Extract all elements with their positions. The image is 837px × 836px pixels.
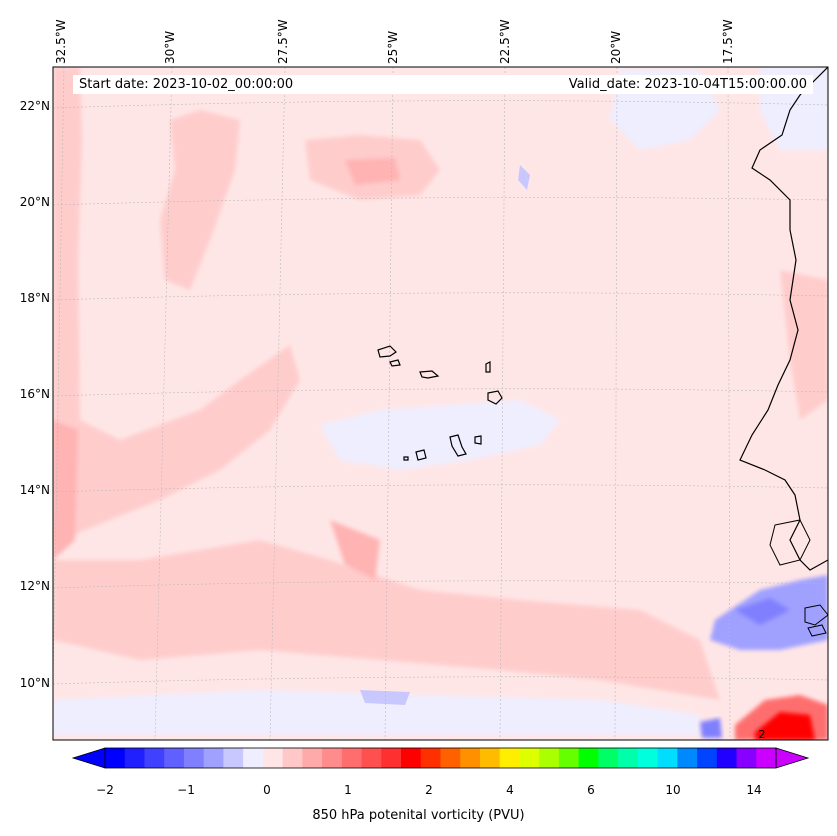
colorbar-cell [539, 748, 560, 768]
colorbar-cell [519, 748, 540, 768]
lat-label-18n: 18°N [19, 291, 50, 305]
island-sao-vicente [389, 359, 401, 367]
lat-label-20n: 20°N [19, 195, 50, 209]
colorbar-cell [716, 748, 738, 768]
island-maio [474, 435, 482, 445]
colorbar-cell [105, 748, 126, 768]
field-patch-blue-se-strong [735, 598, 790, 625]
colorbar-cell [618, 748, 639, 768]
field-patch-blue-small [518, 165, 530, 190]
lon-label-17-5w: 17.5°W [721, 19, 735, 64]
plot-frame [52, 66, 829, 741]
colorbar-cell [322, 748, 343, 768]
coastline-gambia-region [769, 519, 811, 566]
colorbar-cell [657, 748, 678, 768]
colorbar-cell [124, 748, 145, 768]
lon-label-22-5w: 22.5°W [498, 19, 512, 64]
colorbar-cell [460, 748, 481, 768]
island-sao-nicolau [419, 370, 440, 379]
colorbar-extend-low [71, 747, 106, 769]
colorbar-cell [381, 748, 402, 768]
start-date-label: Start date: 2023-10-02_00:00:00 [73, 75, 813, 94]
field-patch-west [53, 67, 300, 540]
pv-field: 2 [53, 67, 828, 741]
colorbar-cell [164, 748, 185, 768]
lat-label-14n: 14°N [19, 483, 50, 497]
colorbar-cell [756, 748, 777, 768]
colorbar-cell [440, 748, 461, 768]
colorbar-cell [598, 748, 619, 768]
colorbar-cell [262, 748, 284, 768]
colorbar-tick: 0 [263, 783, 271, 797]
colorbar-cell [677, 748, 698, 768]
lat-label-22n: 22°N [19, 99, 50, 113]
lat-label-10n: 10°N [19, 676, 50, 690]
colorbar-cell [203, 748, 224, 768]
island-santo-antao [377, 345, 397, 358]
colorbar-tick: −2 [96, 783, 114, 797]
colorbar-title: 850 hPa potenital vorticity (PVU) [312, 808, 525, 823]
colorbar-extend-high [775, 747, 810, 769]
colorbar-cell [736, 748, 757, 768]
islands [377, 345, 503, 461]
colorbar-cell [420, 748, 441, 768]
colorbar-cell [637, 748, 659, 768]
colorbar-tick: −1 [177, 783, 195, 797]
coastline-guinea [804, 604, 828, 626]
island-brava [403, 456, 409, 461]
field-patch-blue-south [53, 690, 700, 735]
field-patch-north-strong [345, 158, 400, 185]
island-santiago [449, 434, 467, 457]
graticule [53, 67, 828, 740]
colorbar-cell [499, 748, 520, 768]
field-patch-northwest [160, 110, 240, 290]
colorbar-cell [578, 748, 599, 768]
lon-label-20w: 20°W [609, 30, 623, 64]
colorbar-cell [144, 748, 165, 768]
island-fogo [415, 449, 427, 461]
island-boa-vista [487, 390, 503, 405]
lon-label-32-5w: 32.5°W [54, 19, 68, 64]
field-patch-blue-central [320, 400, 560, 470]
colorbar [71, 747, 810, 769]
field-patch-blue-south-strong [360, 690, 410, 705]
colorbar-cell [697, 748, 718, 768]
colorbar-cell [243, 748, 264, 768]
colorbar-cell [361, 748, 382, 768]
colorbar-frame [104, 747, 777, 769]
colorbar-tick: 1 [344, 783, 352, 797]
field-patch-blue-sw-corner [700, 718, 722, 738]
lat-label-16n: 16°N [19, 387, 50, 401]
colorbar-cell [223, 748, 244, 768]
colorbar-tick: 4 [506, 783, 514, 797]
colorbar-cell [401, 748, 422, 768]
colorbar-tick: 6 [587, 783, 595, 797]
lat-label-12n: 12°N [19, 579, 50, 593]
lon-label-25w: 25°W [386, 30, 400, 64]
colorbar-cell [558, 748, 580, 768]
colorbar-cell [183, 748, 205, 768]
colorbar-tick: 14 [746, 783, 762, 797]
field-patch-west-strong [53, 420, 78, 560]
field-patch-red-se-strong [755, 712, 815, 740]
island-sal [485, 361, 491, 373]
colorbar-cell [479, 748, 501, 768]
colorbar-cell [341, 748, 363, 768]
colorbar-tick: 10 [665, 783, 681, 797]
lon-label-30w: 30°W [163, 30, 177, 64]
coastline-bissagos [807, 624, 827, 637]
valid-date-label: Valid_date: 2023-10-04T15:00:00.00 [568, 77, 807, 92]
contour-label: 2 [759, 728, 766, 741]
lon-label-27-5w: 27.5°W [276, 19, 290, 64]
colorbar-cell [282, 748, 303, 768]
colorbar-cell [302, 748, 323, 768]
colorbar-tick: 2 [425, 783, 433, 797]
field-patch-south-strong [330, 520, 380, 580]
